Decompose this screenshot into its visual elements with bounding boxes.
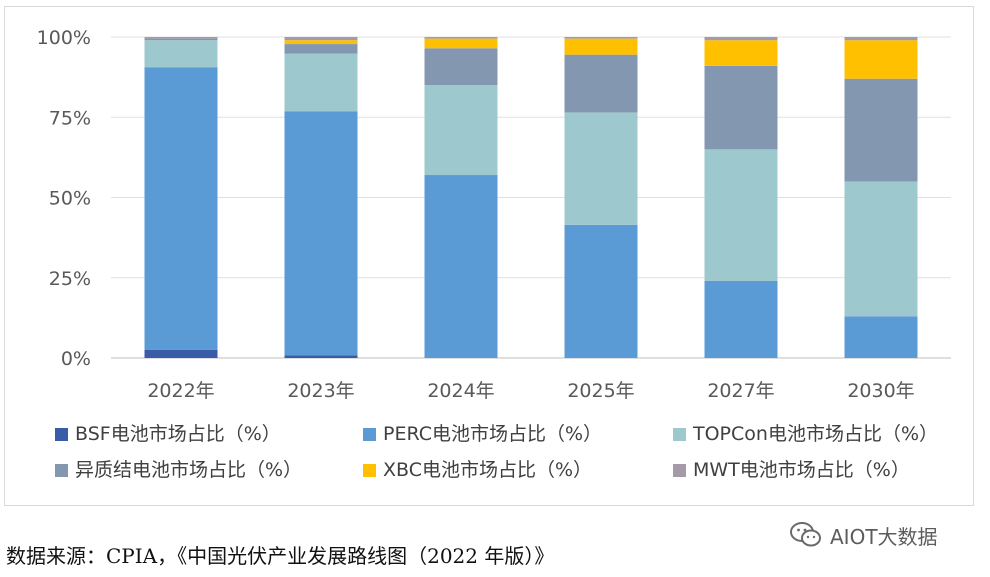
bars (144, 37, 918, 358)
y-axis-ticks: 0% 25% 50% 75% 100% (37, 27, 91, 370)
bar-segment (564, 224, 638, 358)
legend: BSF电池市场占比（%） PERC电池市场占比（%） TOPCon电池市场占比（%）… (55, 423, 938, 481)
x-axis-ticks: 2022年 2023年 2024年 2025年 2027年 2030年 (147, 380, 914, 402)
chart-frame: 0% 25% 50% 75% 100% 2022年 2023年 2024年 2025年 2027… (4, 6, 974, 506)
legend-label: 异质结电池市场占比（%） (75, 459, 302, 481)
y-tick-label: 0% (61, 348, 91, 370)
bar-segment (844, 40, 918, 79)
bar-segment (564, 54, 638, 113)
bar-segment (704, 280, 778, 358)
x-tick-label: 2030年 (847, 380, 914, 402)
bar-segment (284, 355, 358, 358)
bar-segment (424, 38, 498, 49)
y-tick-label: 50% (49, 188, 91, 210)
bar-segment (704, 40, 778, 66)
bar-segment (144, 40, 218, 68)
x-tick-label: 2027年 (707, 380, 774, 402)
bar-segment (284, 37, 358, 41)
x-tick-label: 2024年 (427, 380, 494, 402)
source-note: 数据来源：CPIA，《中国光伏产业发展路线图（2022 年版）》 (6, 544, 555, 568)
legend-label: MWT电池市场占比（%） (693, 459, 910, 481)
bar-segment (284, 111, 358, 356)
bar-segment (284, 40, 358, 45)
bar-segment (144, 38, 218, 41)
bar-segment (844, 181, 918, 317)
x-tick-label: 2023年 (287, 380, 354, 402)
y-tick-label: 75% (49, 107, 91, 129)
bar-segment (704, 65, 778, 150)
legend-swatch (673, 464, 686, 477)
legend-swatch (673, 428, 686, 441)
gridlines (111, 36, 951, 359)
bar-segment (564, 38, 638, 55)
bar-segment (424, 175, 498, 358)
x-tick-label: 2022年 (147, 380, 214, 402)
legend-label: PERC电池市场占比（%） (383, 423, 602, 445)
bar-segment (564, 112, 638, 225)
bar-segment (844, 78, 918, 182)
bar-segment (844, 37, 918, 41)
wechat-icon (790, 522, 821, 547)
stacked-bar-chart: 0% 25% 50% 75% 100% 2022年 2023年 2024年 2025年 2027… (37, 27, 951, 481)
legend-swatch (363, 464, 376, 477)
y-tick-label: 100% (37, 27, 91, 49)
legend-label: XBC电池市场占比（%） (383, 459, 592, 481)
legend-swatch (55, 428, 68, 441)
legend-label: TOPCon电池市场占比（%） (692, 423, 938, 445)
bar-segment (284, 53, 358, 112)
bar-segment (284, 44, 358, 54)
bar-segment (144, 67, 218, 350)
x-tick-label: 2025年 (567, 380, 634, 402)
bar-segment (844, 316, 918, 358)
bar-segment (144, 349, 218, 358)
watermark-text: AIOT大数据 (830, 524, 938, 549)
bar-segment (144, 37, 218, 39)
bar-segment (704, 149, 778, 281)
bar-segment (424, 85, 498, 176)
bar-segment (564, 37, 638, 39)
watermark: AIOT大数据 (790, 518, 938, 552)
bar-segment (704, 37, 778, 41)
legend-swatch (55, 464, 68, 477)
bar-segment (424, 48, 498, 86)
bar-segment (424, 37, 498, 39)
legend-label: BSF电池市场占比（%） (75, 423, 281, 445)
legend-swatch (363, 428, 376, 441)
y-tick-label: 25% (49, 268, 91, 290)
